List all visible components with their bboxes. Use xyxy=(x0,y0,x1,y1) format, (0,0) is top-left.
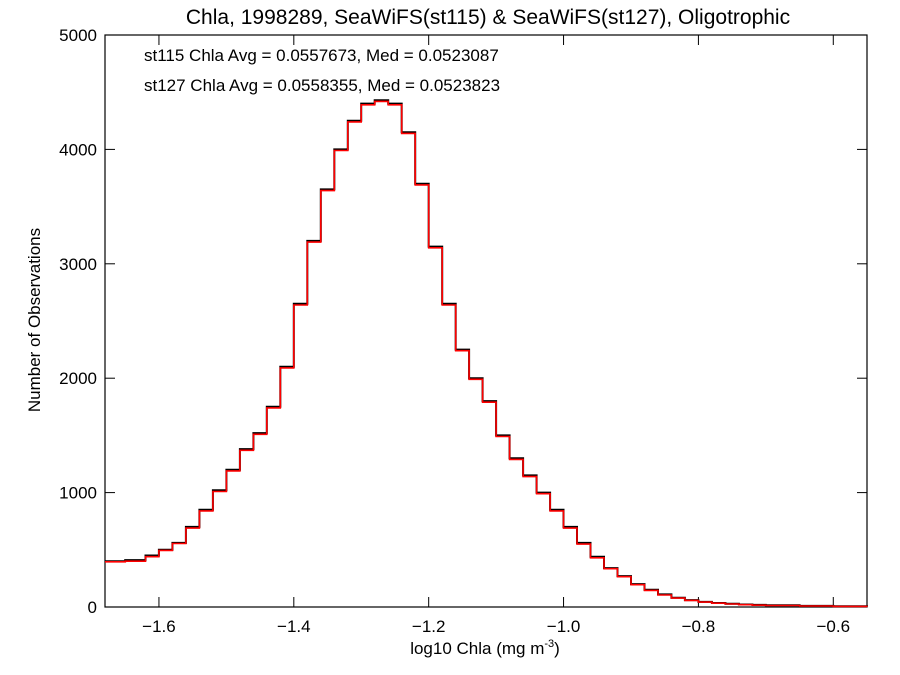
plot-frame xyxy=(104,34,868,608)
series-layer xyxy=(105,99,868,608)
annotation-st115: st115 Chla Avg = 0.0557673, Med = 0.0523… xyxy=(144,46,499,65)
x-tick-label: −0.8 xyxy=(682,617,716,636)
y-axis-label: Number of Observations xyxy=(25,228,44,412)
x-tick-label: −1.0 xyxy=(547,617,581,636)
y-tick-label: 0 xyxy=(88,598,97,617)
y-tick-label: 2000 xyxy=(59,369,97,388)
y-tick-label: 5000 xyxy=(59,26,97,45)
x-axis-label-sup: -3 xyxy=(544,638,554,650)
x-axis-label: log10 Chla (mg m-3) xyxy=(410,638,560,658)
x-tick-label: −1.6 xyxy=(142,617,176,636)
annotation-st127: st127 Chla Avg = 0.0558355, Med = 0.0523… xyxy=(144,76,500,95)
chart-title: Chla, 1998289, SeaWiFS(st115) & SeaWiFS(… xyxy=(186,6,790,29)
plot-border xyxy=(104,34,868,608)
x-axis-label-close: ) xyxy=(554,639,560,658)
x-axis-label-main: log10 Chla (mg m xyxy=(410,639,544,658)
series-line-st127 xyxy=(105,100,868,608)
y-tick-label: 3000 xyxy=(59,255,97,274)
x-tick-label: −1.4 xyxy=(277,617,311,636)
y-axis-ticks: 0 1000 2000 3000 4000 5000 xyxy=(59,26,867,617)
x-tick-label: −0.6 xyxy=(817,617,851,636)
x-axis-ticks: −1.6 −1.4 −1.2 −1.0 −0.8 −0.6 xyxy=(142,35,850,636)
series-line-st115 xyxy=(105,99,868,608)
y-tick-label: 4000 xyxy=(59,140,97,159)
y-tick-label: 1000 xyxy=(59,484,97,503)
x-tick-label: −1.2 xyxy=(412,617,446,636)
